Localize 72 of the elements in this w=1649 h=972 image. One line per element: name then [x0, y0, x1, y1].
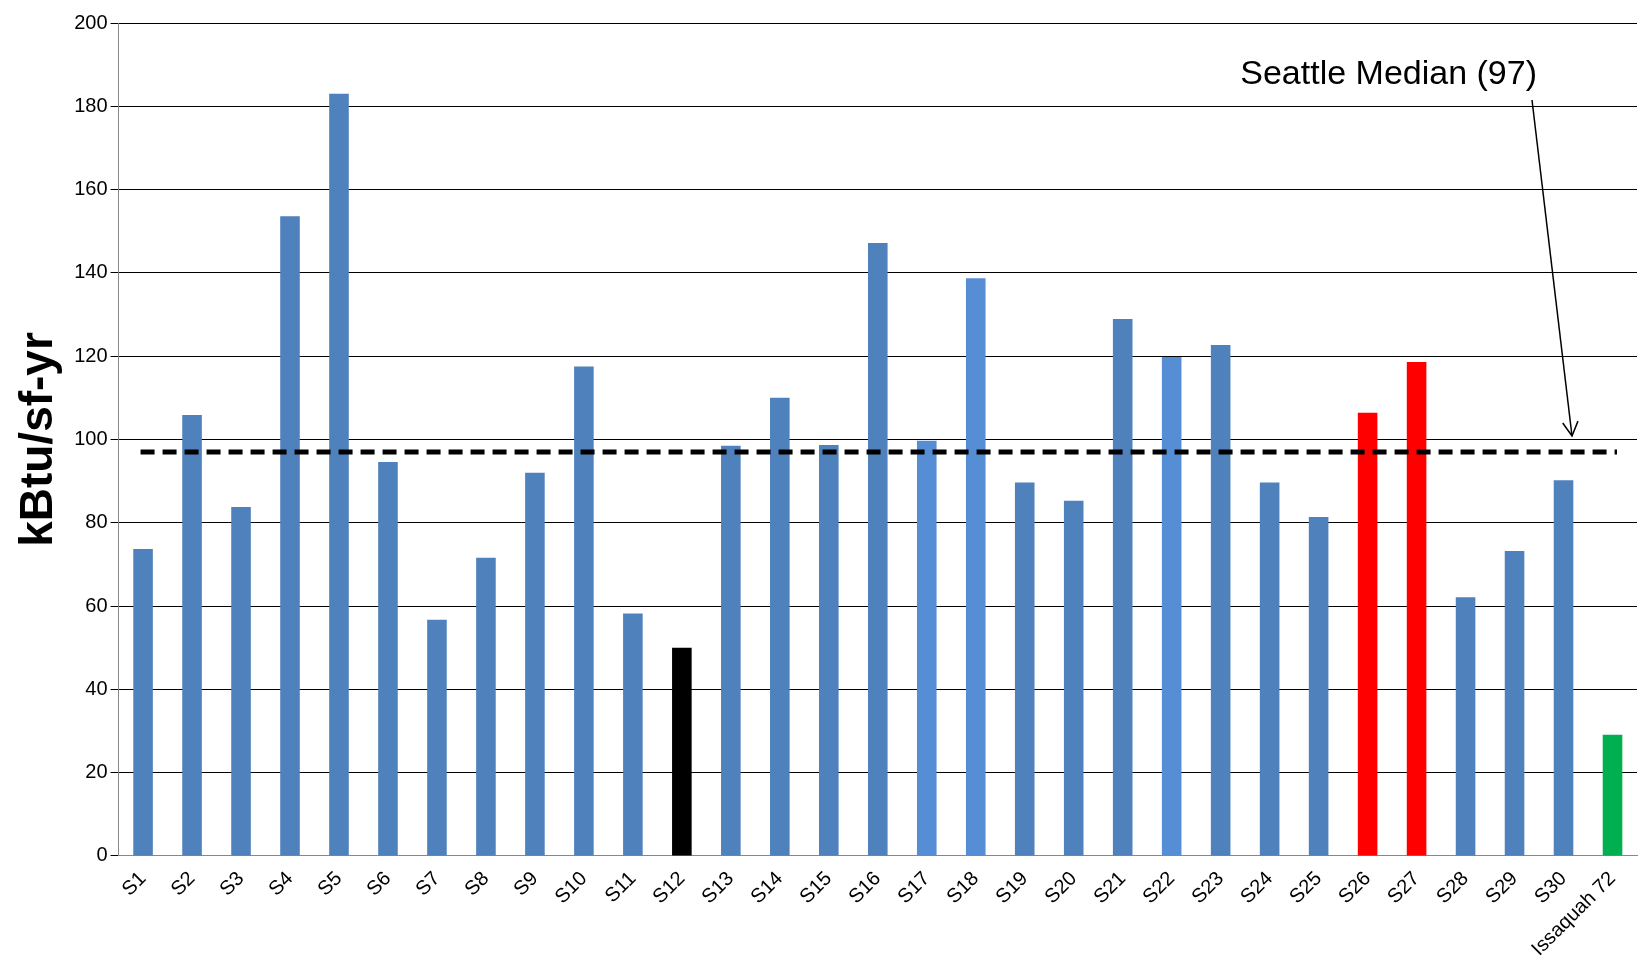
x-tick-label: S20: [1039, 866, 1081, 908]
bar: [427, 619, 447, 856]
y-tick-label: 20: [85, 760, 108, 783]
bar: [525, 472, 545, 856]
x-tick-label: S27: [1382, 866, 1424, 908]
bar: [476, 557, 496, 856]
bar: [1014, 482, 1035, 856]
bar: [770, 397, 790, 856]
bar: [280, 216, 300, 856]
x-tick-label: S23: [1186, 866, 1228, 908]
bar: [1504, 551, 1525, 856]
bar: [1406, 362, 1427, 856]
y-tick-label: 180: [74, 93, 108, 116]
x-tick-label: S12: [647, 866, 689, 908]
x-tick-label: S16: [843, 866, 885, 908]
x-tick-label: S22: [1137, 866, 1179, 908]
x-tick-label: S14: [745, 866, 787, 908]
x-tick-label: S15: [794, 866, 836, 908]
x-tick-label: S29: [1480, 866, 1522, 908]
y-tick-label: 40: [85, 676, 108, 699]
x-tick-label: S19: [990, 866, 1032, 908]
x-tick-label: S3: [214, 866, 248, 900]
x-tick-label: S21: [1088, 866, 1130, 908]
bar: [867, 242, 888, 856]
x-tick-label: S24: [1235, 866, 1277, 908]
ref-line-label: Seattle Median (97): [1240, 53, 1537, 92]
x-tick-label: S18: [941, 866, 983, 908]
x-tick-label: S5: [312, 866, 346, 900]
y-tick-label: 100: [74, 427, 108, 449]
bar: [1161, 357, 1182, 856]
y-tick-label: 80: [85, 510, 108, 533]
bar: [378, 461, 398, 856]
x-tick-label: S7: [410, 866, 444, 900]
x-tick-label: S25: [1284, 866, 1326, 908]
bar: [1210, 344, 1231, 856]
bar: [1553, 480, 1574, 856]
bar: [133, 549, 153, 856]
bar: [965, 278, 986, 856]
x-tick-label: S28: [1431, 866, 1473, 908]
bar: [623, 613, 643, 856]
y-tick-label: 160: [74, 177, 108, 200]
bar: [1112, 319, 1133, 856]
bar: [1063, 500, 1084, 856]
bar: [1455, 597, 1476, 856]
x-tick-label: S8: [459, 866, 493, 900]
bar: [721, 445, 741, 856]
y-tick-label: 200: [74, 10, 108, 33]
bar: [1308, 516, 1329, 856]
x-tick-label: S1: [116, 866, 150, 900]
x-tick-label: S11: [599, 866, 640, 907]
x-tick-label: S9: [508, 866, 542, 900]
y-tick-label: 60: [85, 593, 108, 616]
x-tick-label: S10: [549, 866, 591, 908]
bar: [1602, 734, 1623, 856]
x-tick-label: S4: [263, 866, 297, 900]
bar: [916, 440, 937, 856]
x-tick-label: S26: [1333, 866, 1375, 908]
y-tick-label: 0: [96, 843, 108, 866]
x-tick-label: S2: [165, 866, 199, 900]
y-axis-title: kBtu/sf-yr: [10, 332, 63, 547]
bar: [574, 366, 594, 856]
y-tick-label: 120: [74, 343, 108, 366]
bar: [182, 414, 202, 856]
y-tick-label: 140: [74, 260, 108, 283]
x-tick-label: S13: [696, 866, 738, 908]
bar: [329, 93, 349, 856]
bar: [1259, 482, 1280, 856]
bar: [231, 506, 251, 856]
bar: [819, 444, 839, 856]
bar: [1357, 412, 1378, 856]
x-tick-label: S6: [361, 866, 395, 900]
x-tick-label: S17: [892, 866, 934, 908]
